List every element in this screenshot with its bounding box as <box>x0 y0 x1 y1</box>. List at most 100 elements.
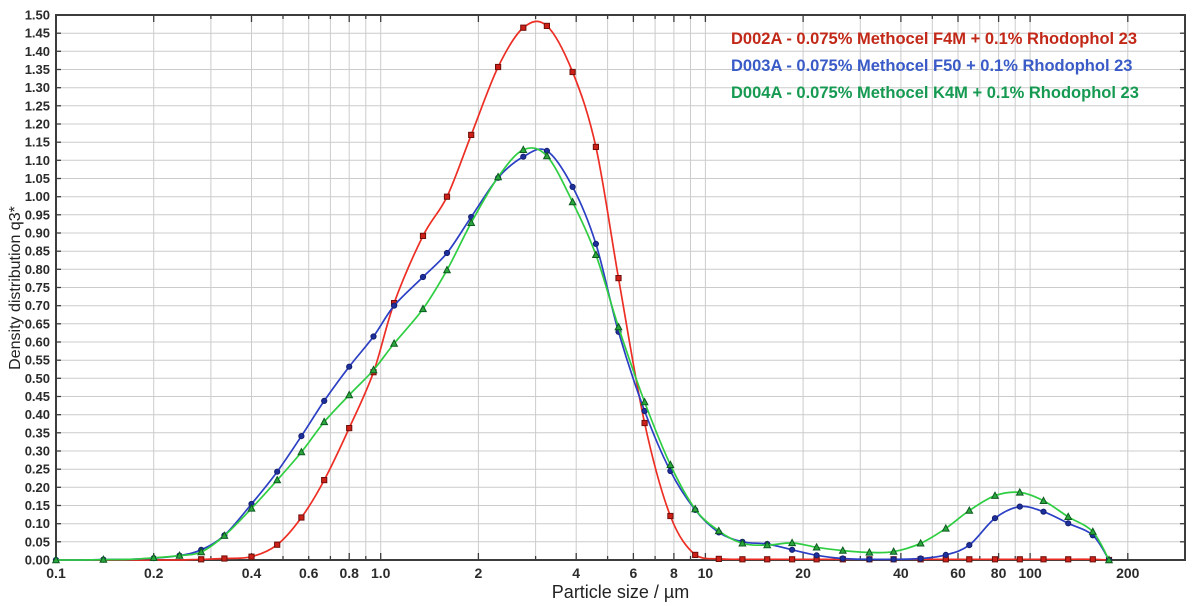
svg-text:0.6: 0.6 <box>299 565 319 581</box>
data-point-marker <box>274 468 281 475</box>
svg-text:1.35: 1.35 <box>25 62 50 77</box>
data-point-marker <box>942 551 949 559</box>
data-point-marker <box>1104 555 1114 564</box>
data-point-marker <box>442 265 452 274</box>
data-point-marker <box>966 542 973 549</box>
data-point-marker <box>789 546 796 553</box>
data-point-marker <box>519 145 528 153</box>
svg-text:0.30: 0.30 <box>25 444 50 459</box>
svg-text:4: 4 <box>572 565 580 581</box>
data-point-marker <box>298 514 305 521</box>
svg-text:200: 200 <box>1116 565 1140 581</box>
data-point-marker <box>346 425 353 432</box>
data-point-marker <box>838 546 847 554</box>
svg-text:0.35: 0.35 <box>25 425 50 440</box>
svg-text:0.4: 0.4 <box>242 565 262 581</box>
svg-text:0.65: 0.65 <box>25 316 50 331</box>
svg-text:0.10: 0.10 <box>25 516 50 531</box>
data-point-marker <box>691 504 700 513</box>
data-point-marker <box>890 556 897 563</box>
data-point-marker <box>813 552 820 559</box>
data-point-marker <box>149 553 158 561</box>
data-point-marker <box>615 275 622 282</box>
svg-text:1.20: 1.20 <box>25 117 50 132</box>
data-point-marker <box>991 515 999 522</box>
data-point-marker <box>789 556 796 563</box>
svg-text:0.75: 0.75 <box>25 280 50 295</box>
svg-text:40: 40 <box>893 565 909 581</box>
data-point-marker <box>1040 556 1047 563</box>
data-point-marker <box>175 551 184 559</box>
svg-text:2: 2 <box>475 565 483 581</box>
svg-text:0.55: 0.55 <box>25 353 50 368</box>
data-point-marker <box>369 365 378 374</box>
data-point-marker <box>569 68 576 76</box>
svg-text:100: 100 <box>1018 565 1042 581</box>
data-point-marker <box>321 397 328 404</box>
data-point-marker <box>640 397 649 406</box>
data-point-marker <box>763 540 772 549</box>
svg-text:0.80: 0.80 <box>25 262 50 277</box>
data-point-marker <box>320 417 329 426</box>
data-point-marker <box>99 555 108 563</box>
data-point-marker <box>346 363 353 370</box>
svg-text:0.85: 0.85 <box>25 244 50 259</box>
svg-text:80: 80 <box>991 565 1007 581</box>
svg-text:8: 8 <box>670 565 678 581</box>
data-point-marker <box>787 538 797 547</box>
svg-text:1.05: 1.05 <box>25 171 50 186</box>
data-point-marker <box>1015 487 1024 496</box>
legend-item-d002a: D002A - 0.075% Methocel F4M + 0.1% Rhodo… <box>731 30 1138 48</box>
data-point-marker <box>468 131 475 139</box>
svg-text:0.20: 0.20 <box>25 480 50 495</box>
data-point-marker <box>542 151 552 160</box>
data-point-marker <box>739 556 746 563</box>
data-point-marker <box>298 433 305 440</box>
data-point-marker <box>568 197 577 206</box>
data-point-marker <box>641 407 648 415</box>
data-point-marker <box>569 183 576 190</box>
data-point-marker <box>419 273 427 281</box>
y-axis-tick-labels: 0.00 0.05 0.10 0.15 0.20 0.25 0.30 0.35 0.40 0.45… <box>25 8 50 568</box>
data-point-marker <box>738 538 747 547</box>
svg-text:0.25: 0.25 <box>25 462 50 477</box>
svg-text:20: 20 <box>795 565 811 581</box>
x-axis-title: Particle size / µm <box>551 582 690 602</box>
data-point-marker <box>1016 503 1023 510</box>
data-point-marker <box>692 551 699 558</box>
data-point-marker <box>666 460 675 468</box>
svg-text:0.1: 0.1 <box>46 565 66 581</box>
data-point-marker <box>1064 512 1073 520</box>
data-point-marker <box>1065 556 1072 563</box>
data-point-marker <box>715 555 722 562</box>
svg-text:10: 10 <box>698 565 714 581</box>
data-point-marker <box>391 302 398 309</box>
data-point-marker <box>273 475 282 484</box>
data-point-marker <box>1039 496 1048 504</box>
data-point-marker <box>370 333 377 340</box>
data-point-marker <box>495 63 502 71</box>
data-point-marker <box>667 512 674 520</box>
svg-text:0.45: 0.45 <box>25 389 50 404</box>
svg-text:1.15: 1.15 <box>25 135 50 150</box>
data-point-marker <box>941 523 950 532</box>
svg-text:0.95: 0.95 <box>25 207 50 222</box>
data-point-marker <box>889 547 898 555</box>
svg-text:1.10: 1.10 <box>25 153 50 168</box>
data-point-marker <box>641 419 648 427</box>
svg-text:1.00: 1.00 <box>25 189 50 204</box>
data-point-marker <box>917 555 924 562</box>
svg-text:1.25: 1.25 <box>25 98 50 113</box>
svg-text:0.90: 0.90 <box>25 226 50 241</box>
svg-text:60: 60 <box>950 565 966 581</box>
data-point-marker <box>221 555 228 562</box>
series-d002a-curve <box>56 20 1110 561</box>
svg-text:1.40: 1.40 <box>25 44 50 59</box>
legend-item-d004a: D004A - 0.075% Methocel K4M + 0.1% Rhodo… <box>731 84 1139 102</box>
y-axis-title: Density distribution q3* <box>7 206 24 370</box>
svg-text:0.70: 0.70 <box>25 298 50 313</box>
data-point-marker <box>839 555 846 562</box>
data-point-marker <box>916 538 925 547</box>
data-point-marker <box>493 172 503 181</box>
